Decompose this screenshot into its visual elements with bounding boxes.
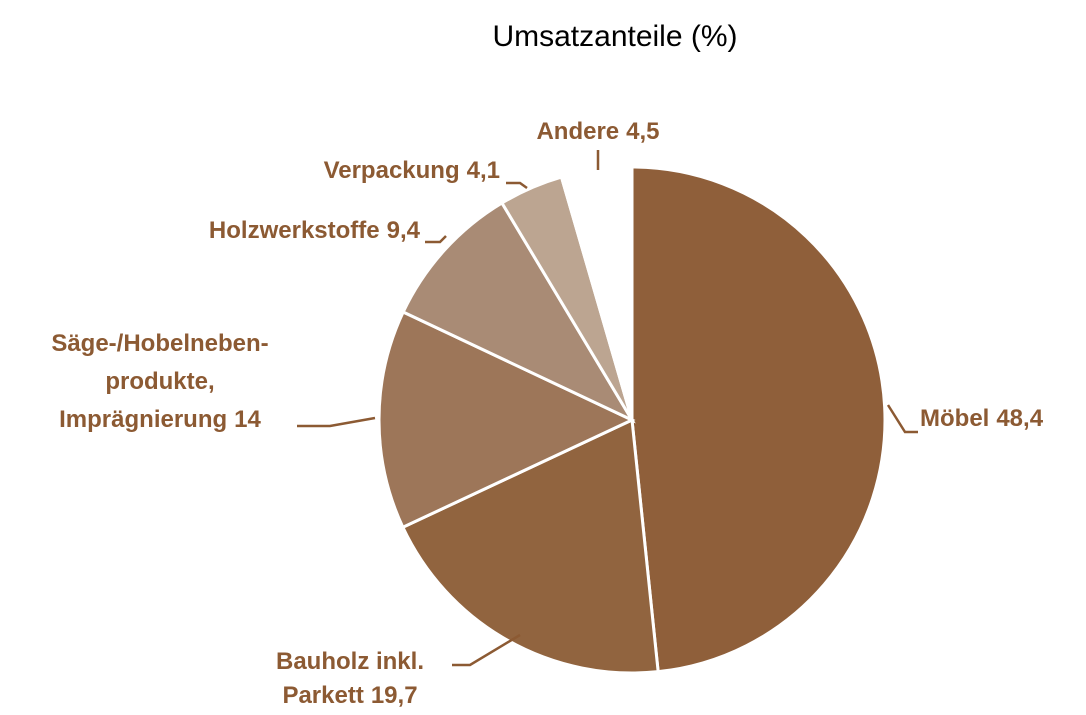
pie-slice xyxy=(377,310,636,530)
slice-label: Andere 4,5 xyxy=(536,118,659,145)
slice-label: Möbel 48,4 xyxy=(920,405,1044,432)
value-label: 4,5 xyxy=(626,118,659,145)
chart-title: Umsatzanteile (%) xyxy=(492,20,737,53)
value-label: 4,1 xyxy=(467,157,500,184)
leader-line xyxy=(425,235,447,244)
pie-slice xyxy=(400,417,660,675)
leader-line xyxy=(297,416,376,428)
label-line: Bauholz inkl. xyxy=(276,648,424,675)
label-line: Parkett xyxy=(282,682,363,709)
slice-label: Verpackung 4,1 xyxy=(324,157,500,184)
leader-line xyxy=(452,633,521,667)
value-label: 19,7 xyxy=(371,682,418,709)
label-line: Andere xyxy=(536,118,619,145)
label-line: Möbel xyxy=(920,405,989,432)
slice-label: Säge-/Hobelneben-produkte, Imprägnierung 1… xyxy=(51,330,268,433)
label-line: Imprägnierung xyxy=(59,406,227,433)
slice-label: Holzwerkstoffe 9,4 xyxy=(209,217,421,244)
value-label: 48,4 xyxy=(996,405,1043,432)
slice-label: Bauholz inkl. Parkett 19,7 xyxy=(276,648,424,709)
label-line: Holzwerkstoffe xyxy=(209,217,380,244)
label-line: Verpackung xyxy=(324,157,460,184)
pie-slice xyxy=(401,200,636,424)
label-line: produkte, xyxy=(105,368,214,395)
pie-slice xyxy=(630,165,887,674)
pie-slice xyxy=(559,165,634,421)
value-label: 9,4 xyxy=(387,217,421,244)
label-line: Säge-/Hobelneben- xyxy=(51,330,268,357)
leader-line xyxy=(886,404,918,434)
leader-line xyxy=(506,181,528,190)
value-label: 14 xyxy=(234,406,261,433)
